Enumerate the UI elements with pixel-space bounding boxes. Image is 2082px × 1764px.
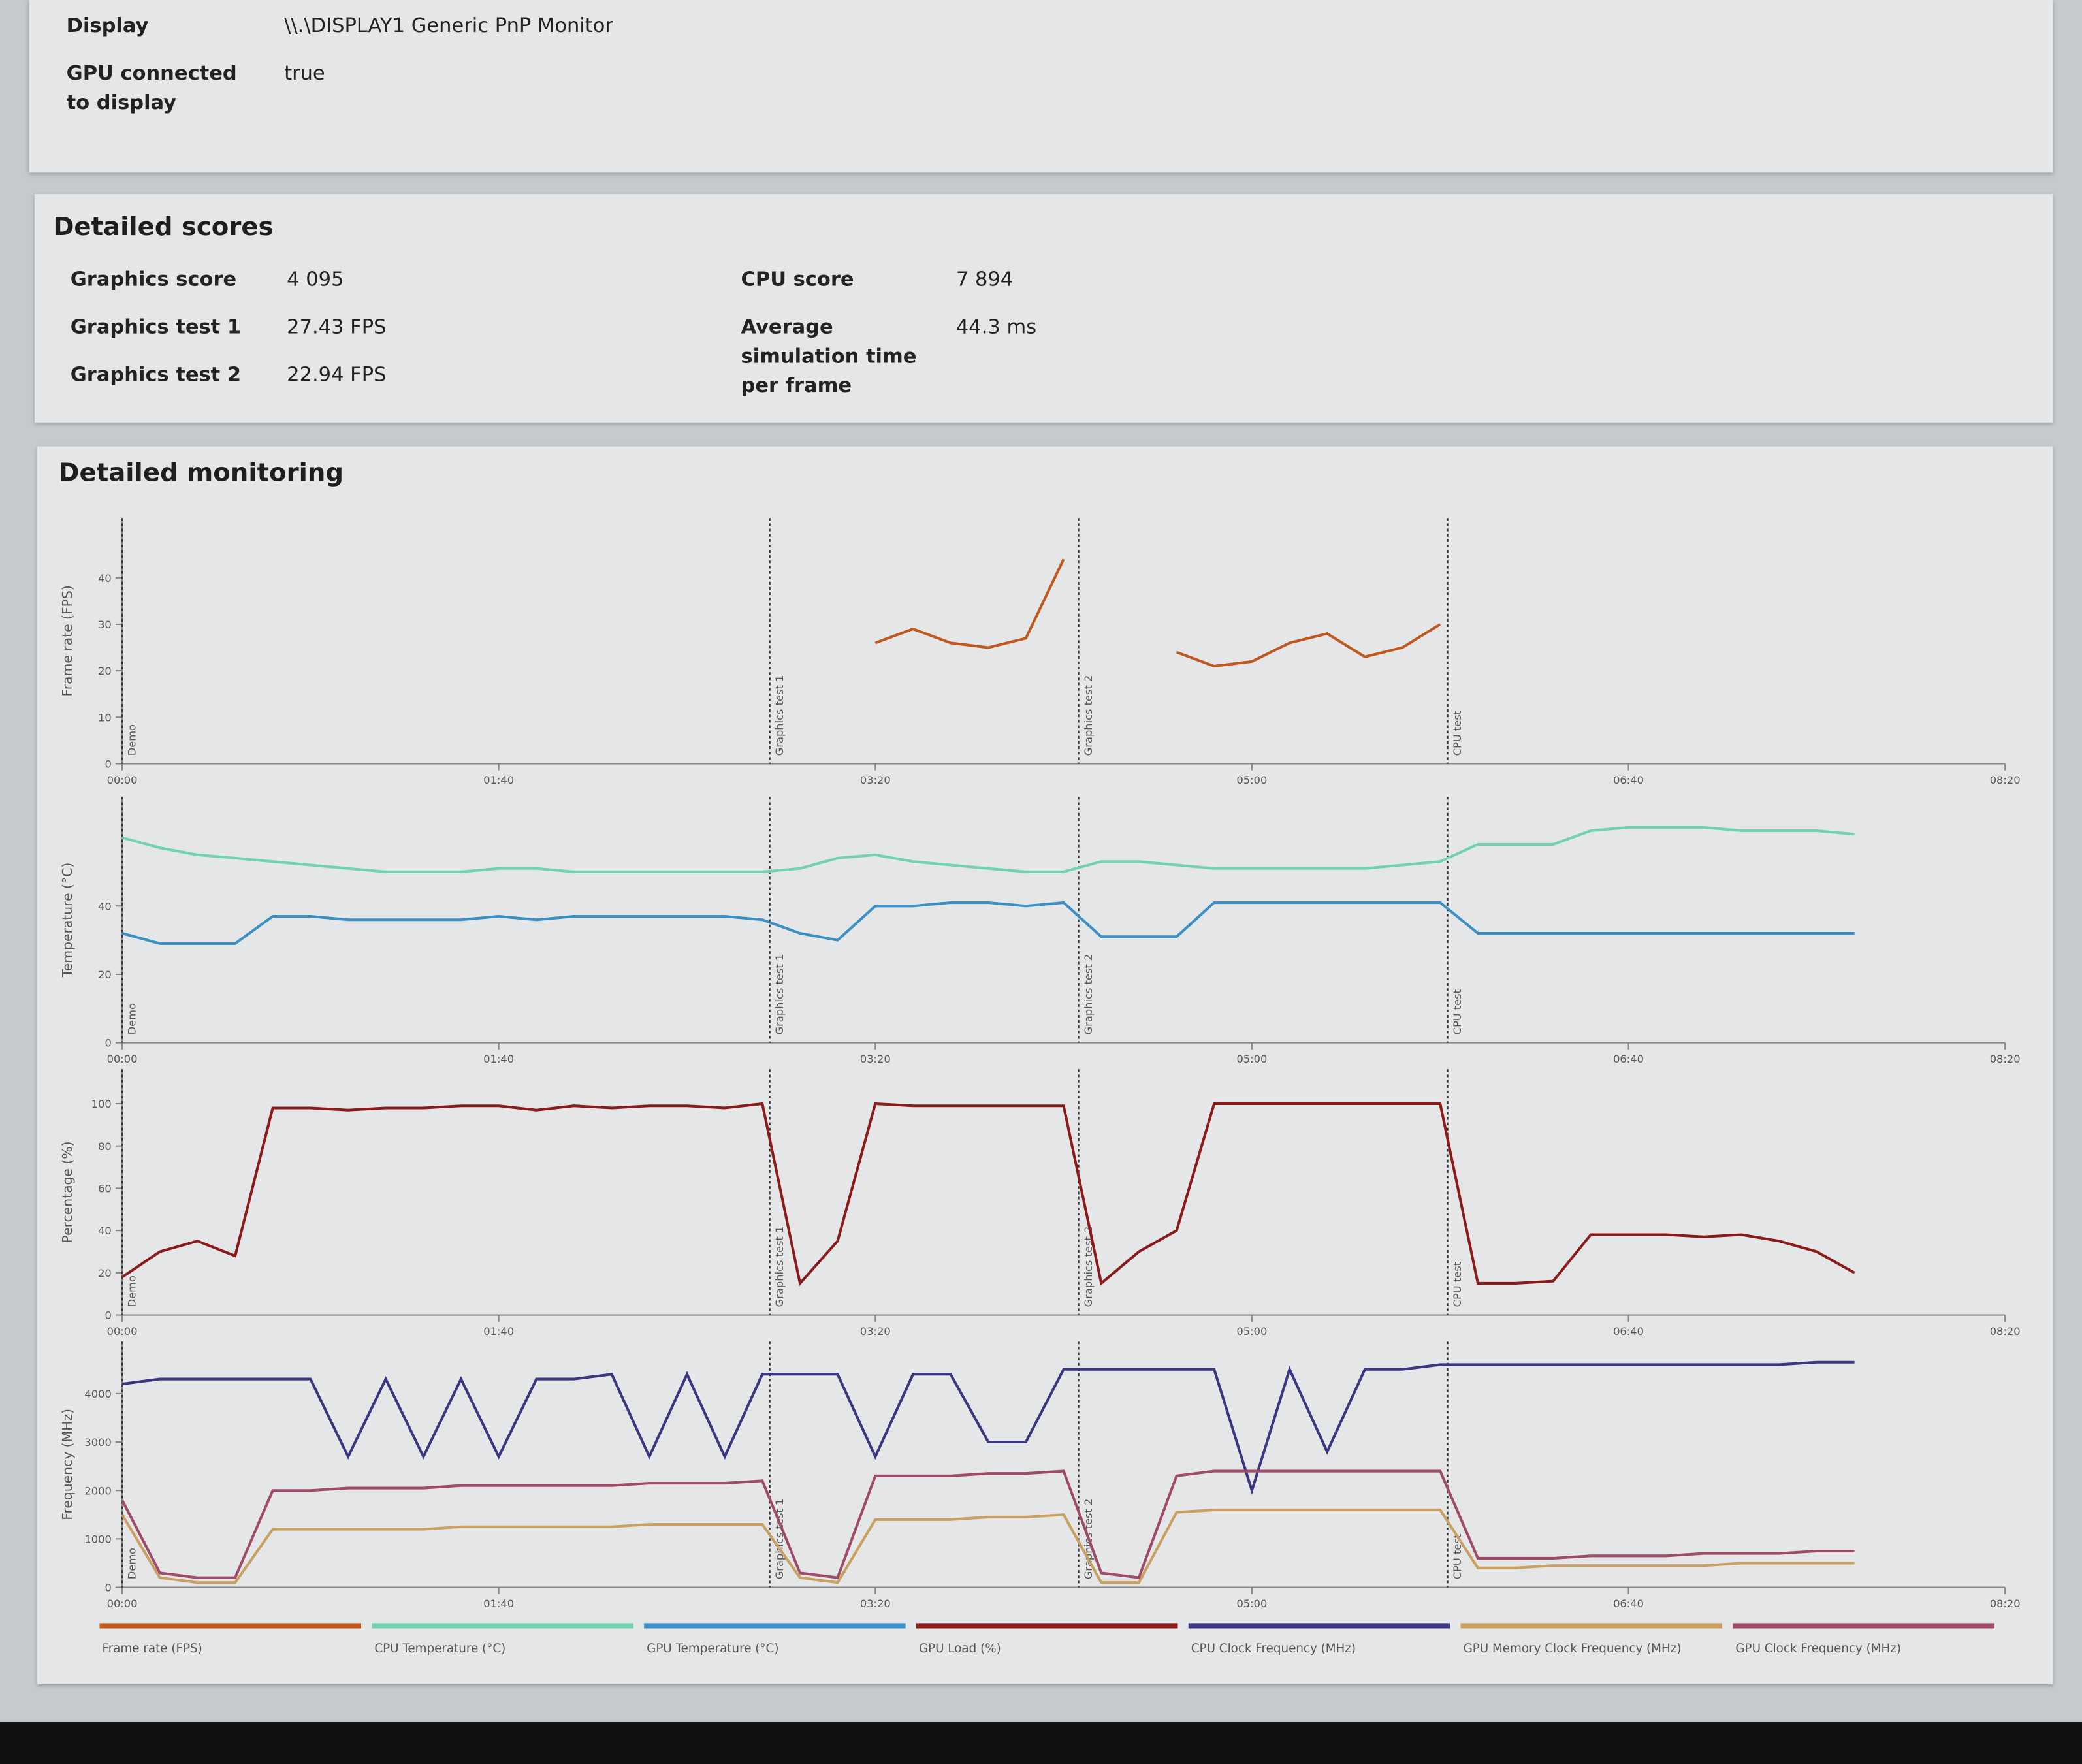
x-tick-label: 00:00 [107,1325,138,1338]
legend-label: Frame rate (FPS) [103,1642,202,1656]
legend-label: GPU Temperature (°C) [647,1642,778,1656]
x-tick-label: 05:00 [1236,1325,1267,1338]
section-title: Detailed scores [53,212,274,242]
legend-label: GPU Clock Frequency (MHz) [1735,1642,1901,1656]
x-tick-label: 00:00 [107,1053,138,1065]
test-marker-label: CPU test [1451,711,1464,756]
monitoring-panel [37,446,2053,1684]
x-tick-label: 01:40 [483,1597,514,1610]
score-value: 27.43 FPS [287,315,387,339]
section-title: Detailed monitoring [58,458,344,488]
score-value: 4 095 [287,266,344,291]
y-axis-label: Temperature (°C) [59,863,75,978]
y-tick-label: 100 [91,1098,112,1110]
legend-label: GPU Load (%) [919,1642,1001,1656]
test-marker-label: Graphics test 2 [1082,954,1095,1035]
test-marker-label: Graphics test 2 [1082,1227,1095,1307]
legend-label: GPU Memory Clock Frequency (MHz) [1464,1642,1682,1656]
x-tick-label: 03:20 [860,1053,891,1065]
score-value: 7 894 [955,266,1014,291]
x-tick-label: 05:00 [1236,774,1267,786]
x-tick-label: 00:00 [107,1597,138,1610]
scores-panel [34,193,2053,423]
test-marker-label: Graphics test 2 [1082,675,1095,756]
series-line [121,1508,1855,1584]
x-tick-label: 06:40 [1613,1053,1644,1065]
y-tick-label: 40 [98,1225,112,1237]
x-tick-label: 05:00 [1236,1597,1267,1610]
y-tick-label: 3000 [84,1436,111,1449]
info-value: \\.\DISPLAY1 Generic PnP Monitor [284,13,613,37]
x-tick-label: 00:00 [107,774,138,786]
x-tick-label: 08:20 [1990,1325,2021,1338]
score-label: Average simulation time per frame [741,315,917,398]
test-marker-label: CPU test [1451,1262,1464,1307]
test-marker-label: Demo [125,1003,138,1034]
score-label: Graphics test 2 [70,362,242,387]
test-marker-label: Demo [125,1548,138,1579]
test-marker-label: CPU test [1451,1534,1464,1579]
y-axis-label: Percentage (%) [59,1141,75,1243]
test-marker-label: Graphics test 1 [773,1227,786,1307]
y-tick-label: 40 [98,900,112,912]
x-tick-label: 01:40 [483,1325,514,1338]
x-tick-label: 06:40 [1613,1597,1644,1610]
x-tick-label: 08:20 [1990,774,2021,786]
y-tick-label: 4000 [84,1388,111,1400]
score-label: Graphics score [70,266,237,291]
series-line [121,1102,1855,1287]
x-tick-label: 05:00 [1236,1053,1267,1065]
y-tick-label: 60 [98,1183,112,1195]
x-tick-label: 03:20 [860,1597,891,1610]
y-tick-label: 80 [98,1140,112,1153]
series-line [121,1469,1855,1579]
legend-label: CPU Temperature (°C) [374,1642,505,1656]
y-tick-label: 10 [98,711,112,724]
y-tick-label: 30 [98,618,112,631]
x-tick-label: 03:20 [860,1325,891,1338]
info-label: Display [66,13,149,37]
y-tick-label: 20 [98,1267,112,1279]
x-tick-label: 01:40 [483,774,514,786]
y-tick-label: 0 [104,758,111,771]
y-tick-label: 0 [104,1582,111,1594]
y-tick-label: 0 [104,1309,111,1322]
x-tick-label: 08:20 [1990,1597,2021,1610]
y-tick-label: 1000 [84,1533,111,1545]
y-axis-label: Frame rate (FPS) [59,585,75,696]
y-axis-label: Frequency (MHz) [59,1409,75,1520]
x-tick-label: 03:20 [860,774,891,786]
x-tick-label: 06:40 [1613,774,1644,786]
info-value: true [284,61,325,86]
legend-label: CPU Clock Frequency (MHz) [1191,1642,1356,1656]
series-line [874,558,1441,668]
series-line [121,826,1855,873]
system-panel [29,0,2053,173]
score-label: Graphics test 1 [70,315,242,339]
x-tick-label: 08:20 [1990,1053,2021,1065]
series-line [121,1360,1855,1496]
y-tick-label: 20 [98,969,112,981]
y-tick-label: 2000 [84,1484,111,1497]
score-value: 22.94 FPS [287,362,387,387]
y-tick-label: 0 [104,1037,111,1050]
screen-bezel [0,1721,2082,1764]
info-label: GPU connected to display [66,61,237,114]
y-tick-label: 20 [98,665,112,677]
score-value: 44.3 ms [955,315,1037,339]
test-marker-label: CPU test [1451,989,1464,1034]
test-marker-label: Graphics test 1 [773,675,786,756]
y-tick-label: 40 [98,572,112,585]
x-tick-label: 06:40 [1613,1325,1644,1338]
test-marker-label: Demo [125,1275,138,1307]
series-line [121,901,1855,945]
x-tick-label: 01:40 [483,1053,514,1065]
test-marker-label: Demo [125,724,138,756]
score-label: CPU score [741,266,854,291]
test-marker-label: Graphics test 1 [773,954,786,1035]
